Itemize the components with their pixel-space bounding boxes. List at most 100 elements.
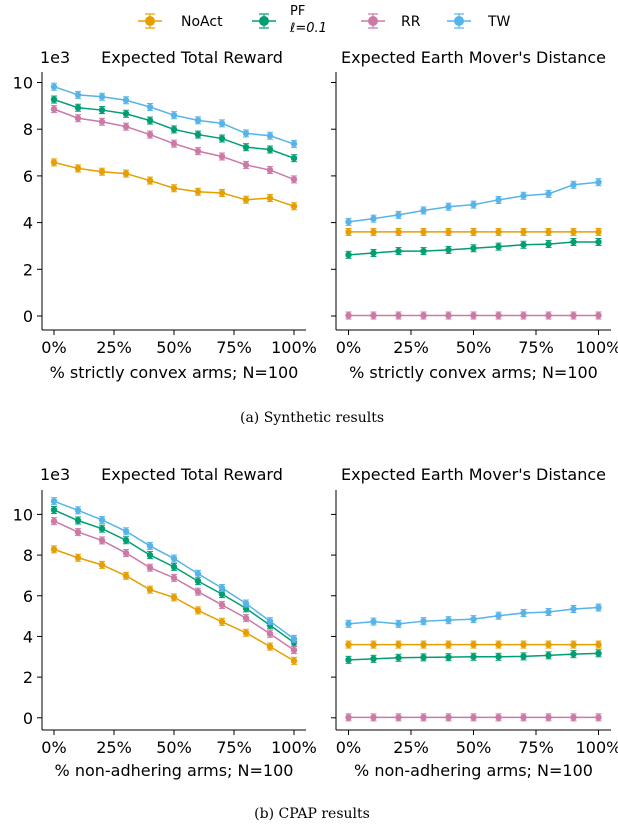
data-point-noact [194,607,202,614]
data-point-rr [595,714,602,721]
legend-label-pf: PF [290,4,305,19]
data-point-tw [74,91,82,99]
data-point-rr [420,312,427,319]
data-point-rr [520,714,527,721]
data-point-tw [495,196,502,204]
data-point-pf [495,243,502,250]
data-point-noact [595,228,602,236]
legend-item-noact: NoAct [138,13,223,30]
data-point-rr [545,312,552,319]
legend-label-noact: NoAct [181,14,223,30]
legend-label-rr: RR [401,14,421,30]
data-point-noact [74,554,82,561]
data-point-rr [266,166,274,174]
data-point-pf [370,655,377,663]
data-point-noact [420,641,427,648]
data-point-tw [345,218,352,226]
data-point-rr [122,549,130,557]
data-point-tw [395,211,402,219]
data-point-pf [218,590,226,598]
data-point-pf [545,652,552,659]
data-point-noact [50,546,58,553]
data-point-pf [98,525,106,532]
data-point-noact [242,196,250,203]
data-point-noact [345,641,352,648]
data-point-noact [50,159,58,166]
data-point-tw [122,528,130,535]
data-point-rr [290,646,298,654]
caption-synthetic: (a) Synthetic results [240,410,384,426]
data-point-noact [545,641,552,648]
data-point-tw [290,635,298,643]
data-point-tw [98,93,106,100]
data-point-pf [520,653,527,660]
data-point-rr [345,714,352,721]
y-tick-label: 0 [23,709,33,728]
data-point-rr [50,105,58,113]
data-point-rr [470,312,477,319]
data-point-tw [420,207,427,214]
data-point-pf [395,247,402,255]
data-point-tw [595,179,602,186]
y-multiplier-label: 1e3 [40,48,70,67]
y-tick-label: 4 [23,214,33,233]
data-point-noact [170,594,178,601]
data-point-tw [194,117,202,124]
data-point-tw [445,616,452,624]
chart-panel-cpap-reward: Expected Total Reward 1e3 0% 25% 50% 75% 100% 0… [13,465,317,780]
caption-cpap: (b) CPAP results [254,806,370,822]
x-tick-label: 50% [456,338,492,357]
data-point-tw [520,609,527,617]
x-tick-label: 0% [336,738,361,757]
data-point-tw [395,620,402,628]
data-point-tw [170,555,178,562]
data-point-pf [395,654,402,661]
data-point-pf [194,131,202,138]
data-point-rr [495,312,502,319]
x-tick-label: 50% [156,338,192,357]
data-point-tw [50,83,58,90]
data-point-pf [470,653,477,660]
y-tick-label: 10 [13,505,33,524]
data-point-noact [74,165,82,172]
data-point-pf [218,135,226,142]
data-point-noact [122,572,130,580]
data-point-noact [420,228,427,236]
x-tick-label: 75% [518,738,554,757]
data-point-noact [290,657,298,665]
y-tick-label: 10 [13,74,33,93]
data-point-rr [420,714,427,721]
y-tick-label: 4 [23,627,33,646]
data-point-noact [470,641,477,648]
data-point-pf [170,126,178,133]
data-point-pf [595,650,602,657]
data-point-pf [50,96,58,103]
data-point-noact [495,228,502,236]
data-point-rr [395,312,402,319]
data-point-tw [170,111,178,119]
data-point-tw [242,130,250,137]
x-tick-label: 100% [576,338,618,357]
data-point-pf [242,143,250,151]
data-point-tw [595,604,602,611]
chart-panel-synthetic-reward: Expected Total Reward 1e3 0% 25% 50% 75% 100% 0… [13,48,317,382]
data-point-rr [495,714,502,721]
x-tick-label: 100% [271,738,317,757]
chart-title: Expected Total Reward [101,465,283,484]
data-point-rr [370,312,377,319]
data-point-rr [98,537,106,544]
legend-item-pf: PF ℓ=0.1 [252,4,327,36]
series-line-rr [53,520,295,651]
data-point-tw [266,617,274,625]
data-point-noact [122,170,130,177]
data-point-noact [370,641,377,648]
data-point-pf [520,241,527,248]
data-point-rr [74,528,82,536]
data-point-noact [98,561,106,569]
data-point-noact [290,203,298,210]
data-point-noact [520,641,527,648]
data-point-pf [122,110,130,117]
data-point-noact [146,177,154,184]
data-point-tw [570,181,577,188]
data-point-pf [570,650,577,658]
